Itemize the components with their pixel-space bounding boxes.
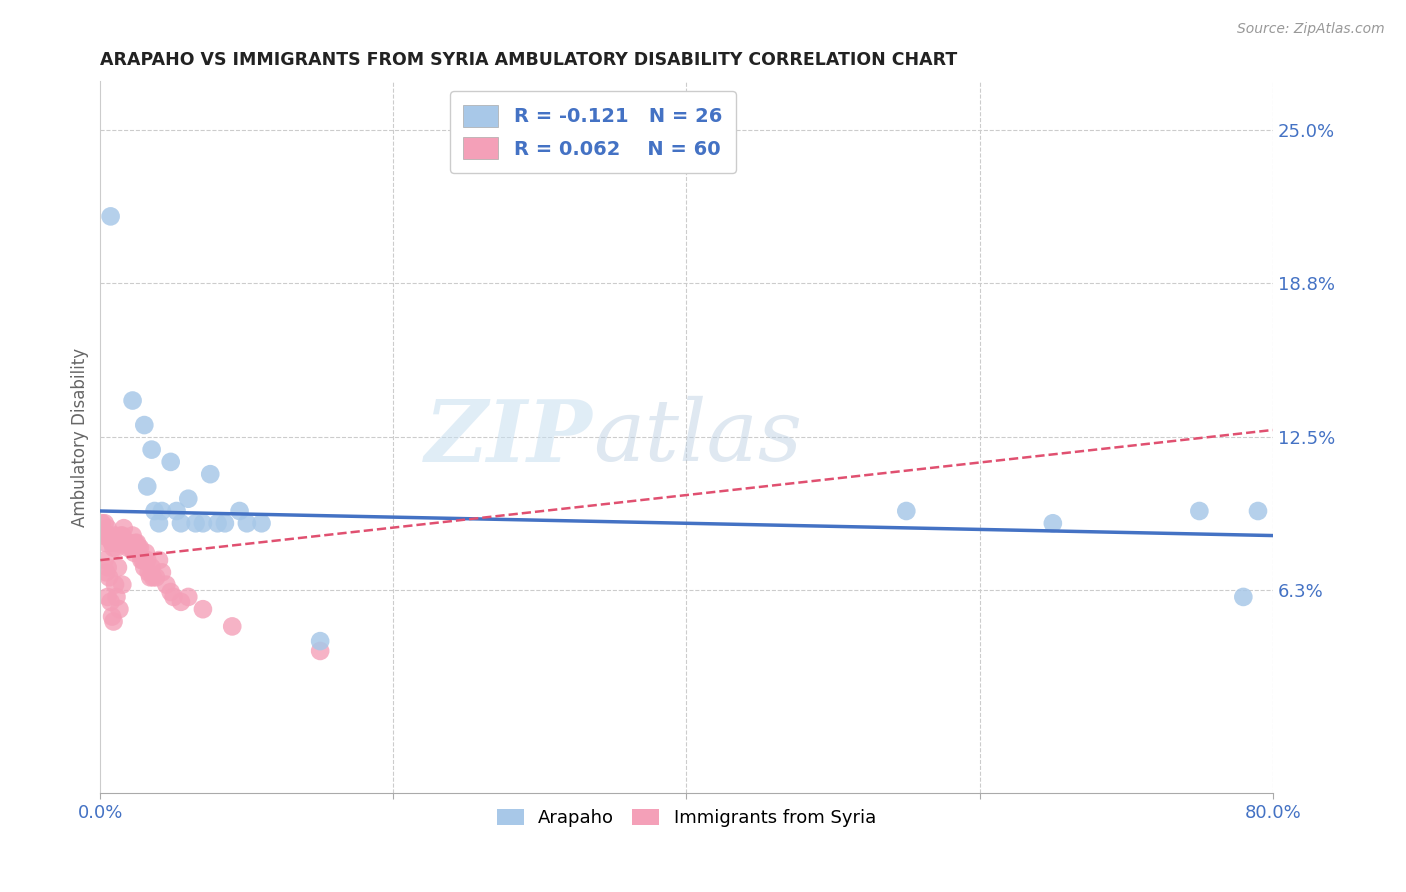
Point [143, 504, 166, 518]
Point [107, 536, 129, 550]
Point [97, 590, 120, 604]
Point [236, 516, 259, 531]
Point [108, 536, 131, 550]
Point [177, 491, 200, 506]
Point [132, 553, 155, 567]
Text: ARAPAHO VS IMMIGRANTS FROM SYRIA AMBULATORY DISABILITY CORRELATION CHART: ARAPAHO VS IMMIGRANTS FROM SYRIA AMBULAT… [100, 51, 957, 69]
Point [121, 393, 143, 408]
Point [127, 541, 149, 555]
Point [129, 541, 152, 555]
Point [120, 541, 142, 555]
Point [124, 536, 146, 550]
Point [121, 528, 143, 542]
Point [98, 570, 121, 584]
Point [1188, 504, 1211, 518]
Point [145, 570, 167, 584]
Point [125, 536, 148, 550]
Point [136, 479, 159, 493]
Point [207, 516, 229, 531]
Point [250, 516, 273, 531]
Point [101, 536, 124, 550]
Point [98, 528, 121, 542]
Point [309, 644, 332, 658]
Point [117, 541, 139, 555]
Point [166, 504, 188, 518]
Point [214, 516, 236, 531]
Point [896, 504, 918, 518]
Point [108, 602, 131, 616]
Text: Source: ZipAtlas.com: Source: ZipAtlas.com [1237, 22, 1385, 37]
Point [105, 590, 128, 604]
Point [100, 533, 122, 548]
Point [104, 577, 127, 591]
Point [221, 619, 243, 633]
Point [90, 516, 112, 531]
Point [94, 516, 117, 531]
Point [184, 516, 207, 531]
Y-axis label: Ambulatory Disability: Ambulatory Disability [72, 348, 89, 527]
Point [110, 528, 132, 542]
Point [94, 553, 117, 567]
Point [141, 442, 163, 457]
Point [1232, 590, 1254, 604]
Point [141, 560, 163, 574]
Point [107, 560, 129, 574]
Point [159, 455, 181, 469]
Text: atlas: atlas [593, 396, 801, 479]
Point [103, 541, 125, 555]
Point [309, 634, 332, 648]
Point [114, 536, 136, 550]
Point [134, 418, 156, 433]
Point [100, 210, 122, 224]
Point [148, 553, 170, 567]
Point [131, 553, 153, 567]
Point [150, 566, 173, 580]
Point [112, 521, 135, 535]
Point [122, 546, 145, 560]
Point [118, 536, 141, 550]
Point [159, 585, 181, 599]
Point [170, 595, 193, 609]
Point [200, 467, 222, 482]
Point [150, 504, 173, 518]
Point [162, 590, 184, 604]
Point [177, 590, 200, 604]
Point [100, 595, 122, 609]
Point [97, 521, 120, 535]
Text: ZIP: ZIP [425, 395, 593, 479]
Point [111, 577, 134, 591]
Point [96, 536, 118, 550]
Point [97, 560, 120, 574]
Point [138, 566, 160, 580]
Point [148, 516, 170, 531]
Point [135, 546, 157, 560]
Point [103, 615, 125, 629]
Point [105, 541, 128, 555]
Point [101, 609, 124, 624]
Point [115, 536, 138, 550]
Point [136, 553, 159, 567]
Point [111, 528, 134, 542]
Point [1247, 504, 1270, 518]
Point [228, 504, 250, 518]
Legend: Arapaho, Immigrants from Syria: Arapaho, Immigrants from Syria [489, 801, 883, 834]
Point [155, 577, 177, 591]
Point [191, 516, 214, 531]
Point [104, 528, 127, 542]
Point [96, 566, 118, 580]
Point [91, 528, 114, 542]
Point [191, 602, 214, 616]
Point [134, 560, 156, 574]
Point [170, 516, 193, 531]
Point [142, 570, 165, 584]
Point [139, 570, 162, 584]
Point [1042, 516, 1064, 531]
